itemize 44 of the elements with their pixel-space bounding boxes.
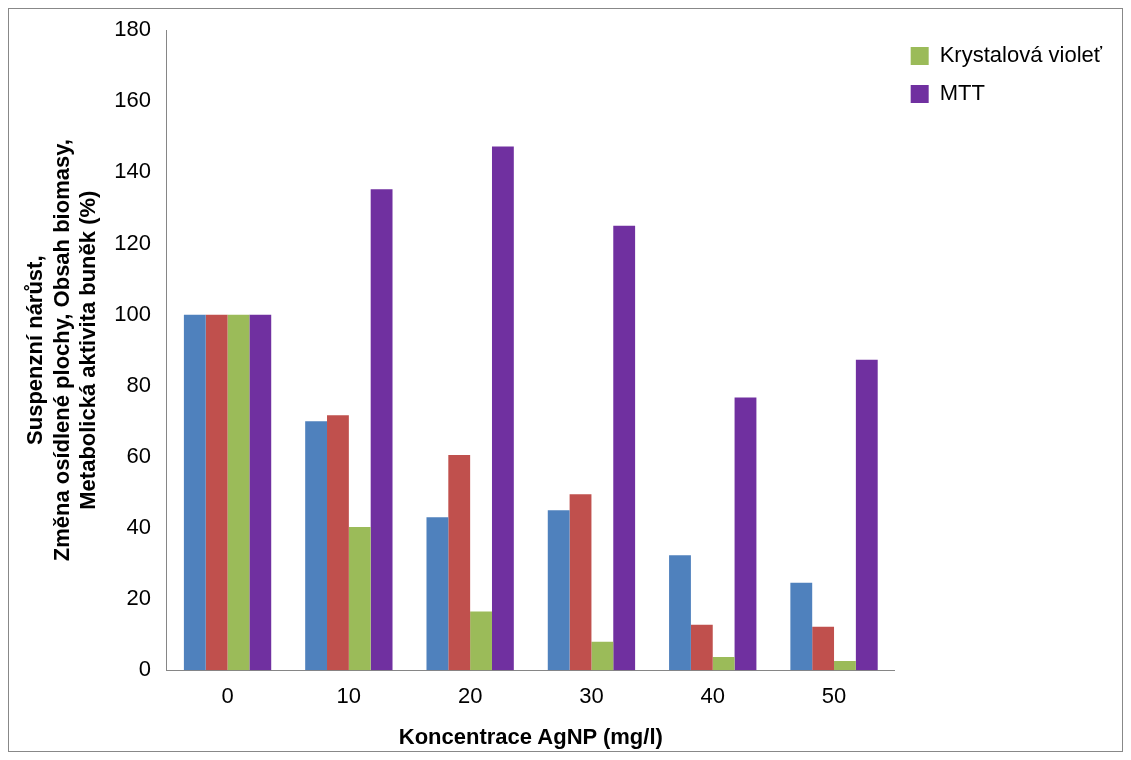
y-tick-label: 0 [138, 656, 151, 682]
bar [569, 494, 592, 671]
bar [812, 626, 835, 671]
bar [669, 555, 691, 671]
bar [205, 314, 228, 671]
bar [470, 611, 492, 671]
legend-label: Krystalová violeť [939, 42, 1103, 68]
y-axis-title: Suspenzní nárůst, Změna osídlené plochy, Obsah biomasy, Metabolická aktivita buněk (%) [22, 139, 101, 562]
bar [491, 146, 514, 671]
y-tick-label: 40 [126, 514, 151, 540]
y-tick-label: 100 [114, 300, 151, 326]
y-tick-label: 180 [114, 16, 151, 42]
bar [227, 314, 250, 671]
y-tick-label: 140 [114, 158, 151, 184]
bar [183, 314, 206, 671]
y-tick-label: 20 [126, 585, 151, 611]
bar [834, 660, 856, 671]
bar [448, 455, 471, 671]
x-tick-label: 10 [336, 683, 362, 709]
x-tick-label: 20 [457, 683, 483, 709]
x-tick-label: 0 [221, 683, 234, 709]
bar [370, 189, 393, 671]
x-tick-label: 50 [821, 683, 847, 709]
bar [690, 624, 713, 671]
bar [249, 314, 272, 671]
bar [855, 359, 878, 671]
bar [327, 415, 349, 671]
bar [591, 641, 614, 671]
bar [613, 225, 636, 671]
x-tick-label: 30 [579, 683, 604, 709]
x-tick-label: 40 [700, 683, 725, 709]
bar [712, 657, 735, 671]
bar [426, 517, 449, 671]
x-axis-title: Koncentrace AgNP (mg/l) [398, 723, 663, 749]
y-tick-label: 160 [114, 87, 151, 113]
bar [734, 397, 757, 671]
bar [547, 510, 570, 671]
y-tick-label: 80 [126, 371, 151, 397]
y-tick-label: 60 [126, 442, 151, 468]
bar [305, 421, 328, 671]
bar [790, 582, 813, 671]
y-tick-label: 120 [114, 229, 151, 255]
bar [348, 526, 371, 671]
legend-label: MTT [939, 80, 985, 106]
